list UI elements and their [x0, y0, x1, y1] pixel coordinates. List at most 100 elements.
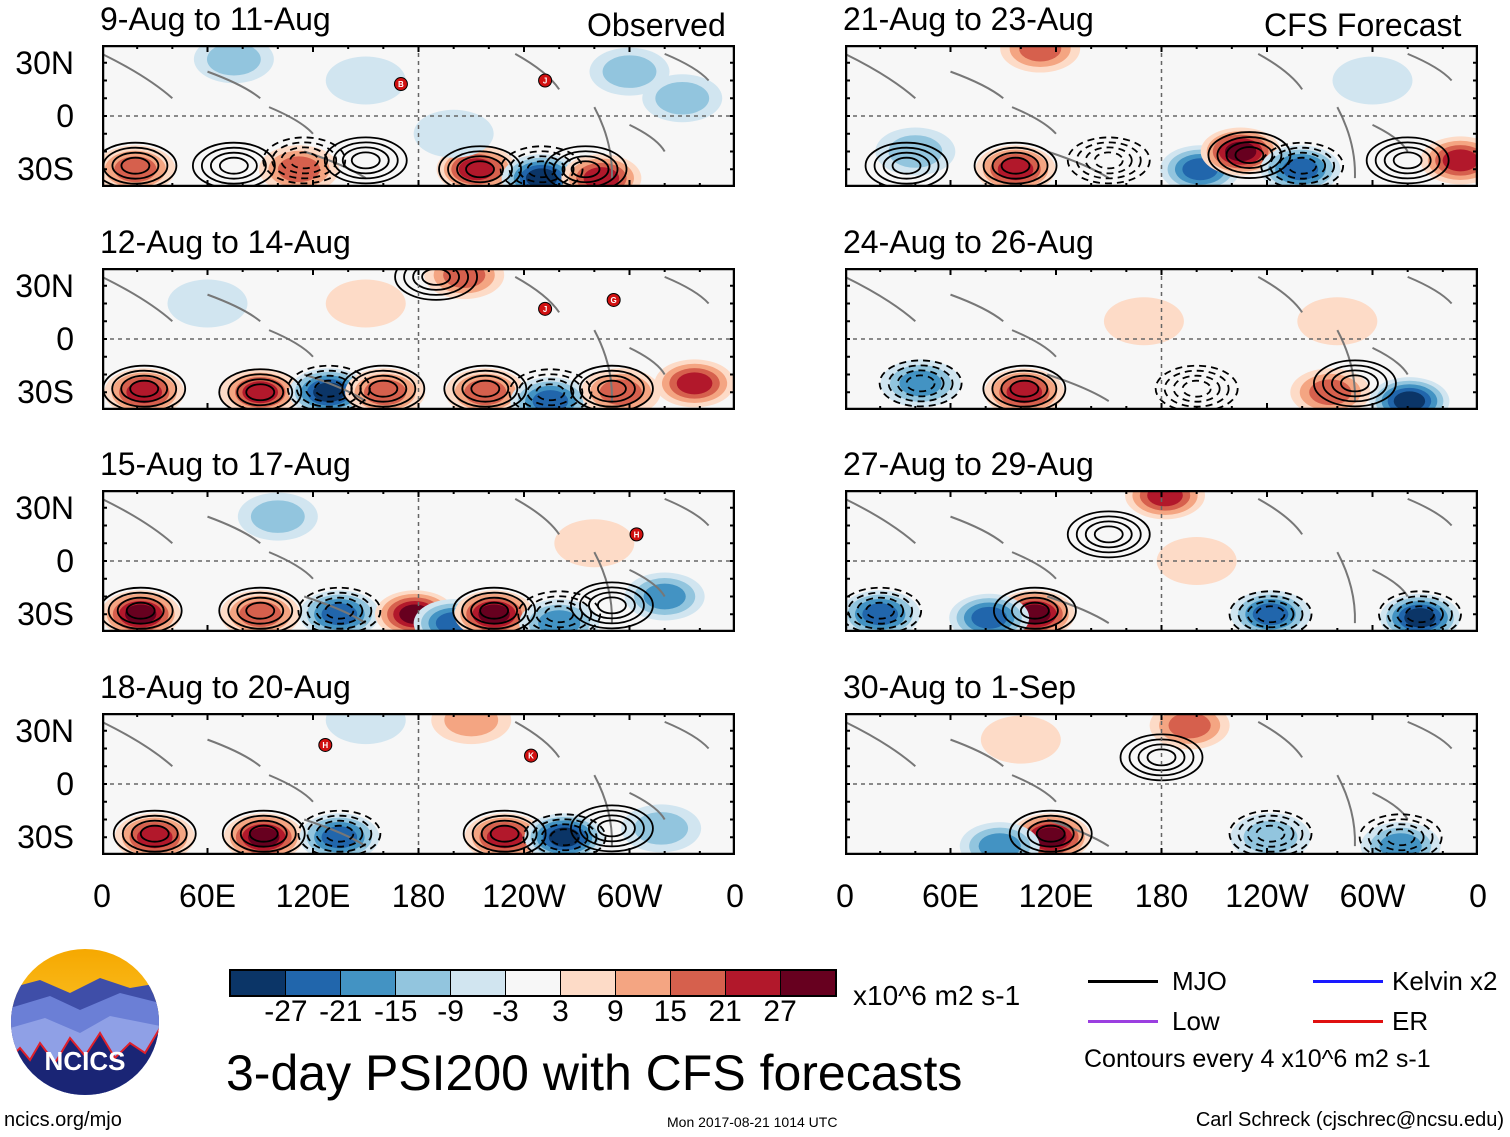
mjo-contour-negative [535, 383, 566, 402]
mjo-contour-positive [245, 601, 276, 620]
coastline [268, 329, 314, 358]
mjo-contour-positive [218, 368, 303, 410]
anomaly-shading [325, 713, 406, 745]
mjo-contour-positive [588, 374, 636, 403]
mjo-contour-negative [1075, 141, 1142, 180]
mjo-contour-positive [993, 586, 1077, 632]
anomaly-shading [248, 827, 280, 847]
anomaly-shading [206, 45, 261, 76]
anomaly-shading [899, 370, 942, 397]
coastline [629, 791, 666, 821]
coastline [664, 52, 710, 82]
mjo-contour-positive [1000, 156, 1031, 175]
colorbar-swatch [505, 971, 560, 995]
coastline [1046, 595, 1110, 624]
lon-label: 0 [93, 878, 111, 914]
mjo-contour-positive [1216, 136, 1283, 174]
coastline [102, 720, 173, 768]
mjo-contour-negative [1228, 809, 1313, 855]
mjo-contour-negative [856, 596, 905, 625]
coastline [629, 346, 666, 376]
coastline [303, 595, 367, 624]
coastline [207, 70, 261, 100]
coastline [207, 515, 261, 545]
colorbar-label: 3 [552, 995, 569, 1028]
anomaly-shading [167, 279, 248, 328]
mjo-contour-positive [864, 141, 949, 187]
colorbar-swatch [560, 971, 615, 995]
colorbar-label: -21 [319, 995, 363, 1028]
anomaly-shading [136, 826, 173, 849]
mjo-contour-negative [905, 374, 936, 393]
mjo-contour-positive [1313, 359, 1397, 408]
anomaly-shading [554, 519, 635, 568]
panel-title: 9-Aug to 11-Aug [100, 1, 331, 37]
mjo-contour-negative [1093, 151, 1124, 170]
mjo-contour-positive [991, 151, 1040, 180]
anomaly-shading [980, 715, 1061, 764]
colorbar-swatch [615, 971, 670, 995]
storm-label: B [398, 80, 404, 89]
coastline [102, 275, 173, 323]
coastline [207, 738, 261, 768]
colorbar-swatch [285, 971, 340, 995]
map-panel: H [102, 490, 735, 632]
mjo-contour-positive [561, 155, 610, 184]
coastline [1011, 551, 1057, 580]
mjo-contour-positive [191, 141, 276, 187]
anomaly-shading [1297, 297, 1378, 346]
mjo-contour-negative [517, 155, 566, 184]
mjo-contour-positive [1383, 146, 1432, 175]
mjo-contour-negative [1405, 605, 1435, 624]
mjo-contour-positive [1340, 374, 1370, 393]
mjo-contour-positive [125, 601, 156, 620]
anomaly-shading [1243, 820, 1298, 854]
storm-label: H [634, 530, 640, 539]
mjo-contour-positive [1392, 151, 1423, 170]
mjo-contour-negative [508, 368, 593, 410]
mjo-contour-positive [1066, 510, 1151, 559]
lon-label: 120W [482, 878, 566, 914]
anomaly-shading [862, 603, 898, 626]
anomaly-shading [602, 55, 657, 88]
mjo-contour-negative [499, 145, 584, 187]
figure-title: 3-day PSI200 with CFS forecasts [226, 1045, 963, 1101]
mjo-contour-negative [1367, 818, 1434, 855]
storm-marker: G [606, 292, 621, 307]
mjo-contour-positive [394, 268, 478, 301]
mjo-contour-positive [1075, 515, 1142, 554]
mjo-contour-positive [107, 591, 174, 630]
mjo-contour-positive [120, 374, 169, 403]
lon-label: 60W [596, 878, 663, 914]
lon-label: 0 [1469, 878, 1487, 914]
anomaly-shading [1442, 149, 1478, 172]
mjo-contour-negative [1255, 824, 1286, 843]
mjo-contour-negative [1181, 379, 1212, 398]
anomaly-shading [1019, 45, 1062, 62]
mjo-contour-negative [845, 586, 923, 632]
mjo-contour-negative [315, 596, 364, 625]
footer-url[interactable]: ncics.org/mjo [4, 1109, 122, 1131]
mjo-contour-positive [597, 819, 627, 838]
mjo-contour-negative [1278, 151, 1327, 180]
footer-credit: Carl Schreck (cjschrec@ncsu.edu) [1195, 1109, 1504, 1131]
mjo-contour-negative [1260, 141, 1345, 187]
mjo-contour-negative [289, 151, 320, 170]
mjo-contour-positive [239, 819, 288, 848]
mjo-contour-positive [412, 268, 460, 291]
colorbar [229, 969, 837, 997]
mjo-contour-positive [236, 596, 285, 625]
mjo-contour-negative [1228, 590, 1313, 632]
anomaly-shading [1224, 141, 1257, 162]
mjo-contour-negative [280, 146, 329, 175]
map-panel [845, 45, 1478, 187]
lat-label: 0 [56, 543, 74, 579]
mjo-contour-negative [304, 374, 353, 403]
mjo-contour-negative [262, 136, 347, 185]
mjo-contour-positive [570, 581, 654, 630]
mjo-contour-positive [403, 268, 469, 296]
coastline [593, 106, 613, 179]
map-panel [845, 268, 1478, 410]
footer-timestamp: Mon 2017-08-21 1014 UTC [667, 1114, 838, 1130]
mjo-contour-negative [315, 819, 364, 848]
